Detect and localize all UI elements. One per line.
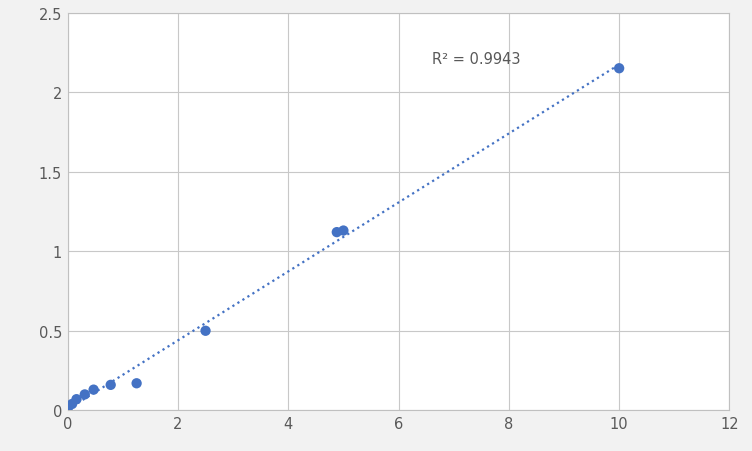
Point [331, 229, 343, 236]
Text: R² = 0.9943: R² = 0.9943 [432, 52, 520, 67]
Point [613, 65, 625, 73]
Point [87, 386, 99, 393]
Point [79, 391, 91, 398]
Point [338, 227, 350, 235]
Point [199, 327, 211, 335]
Point [66, 400, 78, 408]
Point [71, 396, 83, 403]
Point [62, 405, 74, 412]
Point [131, 380, 143, 387]
Point [105, 382, 117, 389]
